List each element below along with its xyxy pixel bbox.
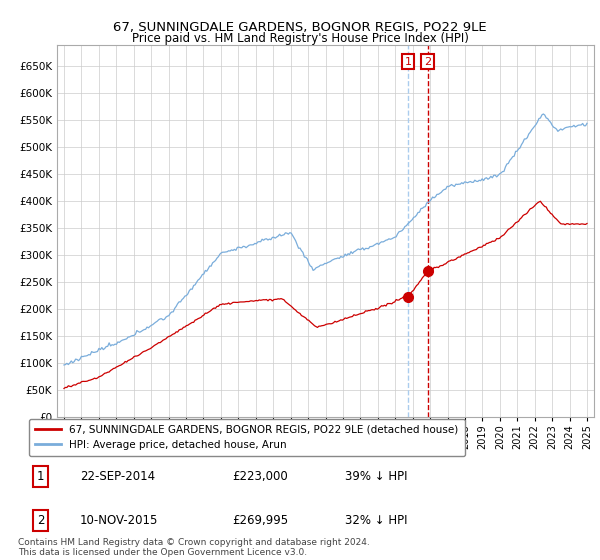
Text: 1: 1: [404, 57, 412, 67]
Text: £269,995: £269,995: [232, 514, 289, 527]
Text: 1: 1: [37, 470, 44, 483]
Text: Contains HM Land Registry data © Crown copyright and database right 2024.
This d: Contains HM Land Registry data © Crown c…: [18, 538, 370, 557]
Text: 2: 2: [424, 57, 431, 67]
Text: 22-SEP-2014: 22-SEP-2014: [80, 470, 155, 483]
Text: 67, SUNNINGDALE GARDENS, BOGNOR REGIS, PO22 9LE: 67, SUNNINGDALE GARDENS, BOGNOR REGIS, P…: [113, 21, 487, 34]
Text: 2: 2: [37, 514, 44, 527]
Legend: 67, SUNNINGDALE GARDENS, BOGNOR REGIS, PO22 9LE (detached house), HPI: Average p: 67, SUNNINGDALE GARDENS, BOGNOR REGIS, P…: [29, 418, 465, 456]
Text: Price paid vs. HM Land Registry's House Price Index (HPI): Price paid vs. HM Land Registry's House …: [131, 32, 469, 45]
Text: £223,000: £223,000: [232, 470, 288, 483]
Text: 10-NOV-2015: 10-NOV-2015: [80, 514, 158, 527]
Text: 32% ↓ HPI: 32% ↓ HPI: [345, 514, 407, 527]
Text: 39% ↓ HPI: 39% ↓ HPI: [345, 470, 407, 483]
